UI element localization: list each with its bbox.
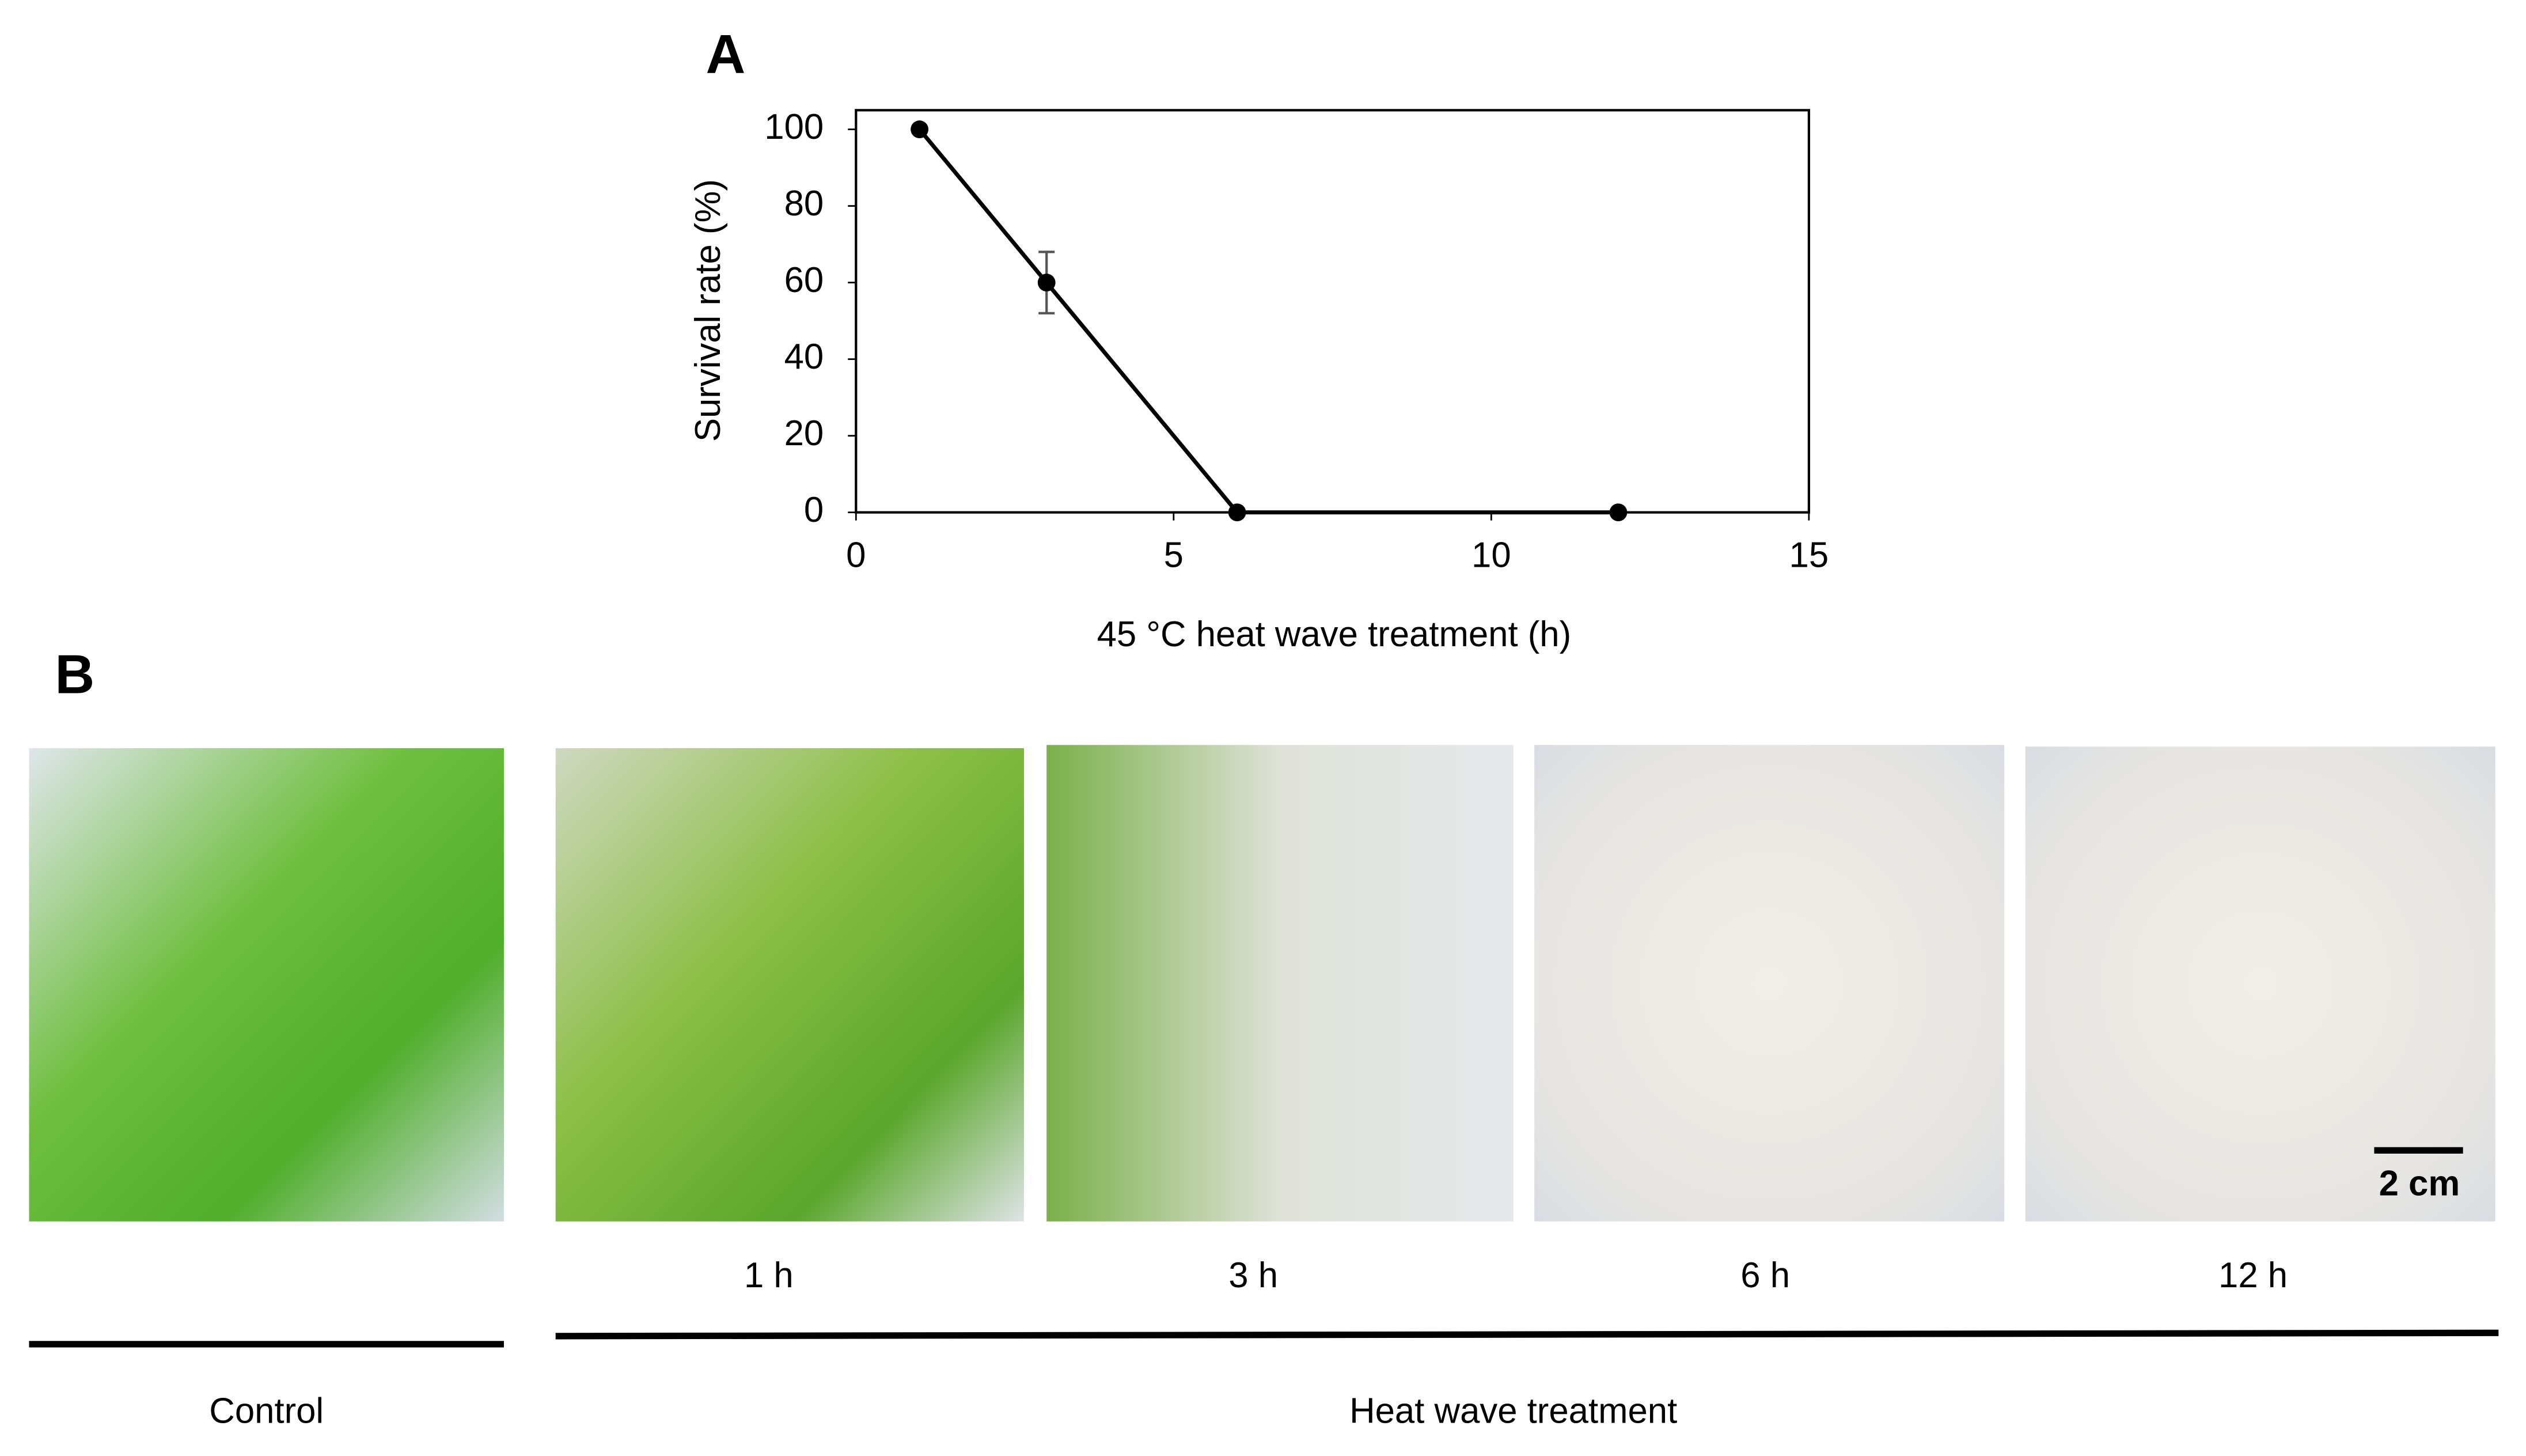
data-point	[911, 120, 929, 139]
photo-3h	[1046, 745, 1514, 1222]
y-tick-label: 40	[784, 337, 824, 377]
data-point	[1609, 503, 1628, 522]
data-line	[917, 128, 1618, 515]
scale-bar-label: 2 cm	[2379, 1163, 2460, 1203]
x-tick-label: 5	[1164, 535, 1184, 575]
photo-label: 3 h	[1228, 1256, 1278, 1295]
panel-label: B	[55, 644, 94, 706]
photo-1h	[555, 748, 1024, 1222]
data-point	[1228, 503, 1246, 522]
photo-12h	[2025, 746, 2495, 1222]
photo-label: 1 h	[744, 1256, 794, 1295]
x-tick-label: 10	[1471, 535, 1511, 575]
photo-label: 12 h	[2218, 1256, 2288, 1295]
plot-frame	[855, 109, 1810, 514]
y-axis-label: Survival rate (%)	[688, 179, 728, 442]
photo-6h	[1534, 745, 2005, 1222]
y-tick-label: 100	[764, 107, 824, 147]
group-label: Control	[209, 1391, 324, 1431]
photo-label: 6 h	[1740, 1256, 1790, 1295]
y-tick-label: 0	[804, 490, 824, 530]
y-tick-label: 80	[784, 184, 824, 223]
data-point	[1037, 274, 1056, 292]
photo-control	[29, 748, 504, 1222]
y-tick-label: 20	[784, 414, 824, 453]
group-line	[555, 1329, 2499, 1340]
x-tick-label: 15	[1789, 535, 1829, 575]
panel-label: A	[706, 24, 746, 85]
x-tick-label: 0	[846, 535, 866, 575]
group-label: Heat wave treatment	[1349, 1391, 1677, 1431]
x-axis-label: 45 °C heat wave treatment (h)	[1097, 615, 1572, 654]
y-tick-label: 60	[784, 260, 824, 300]
